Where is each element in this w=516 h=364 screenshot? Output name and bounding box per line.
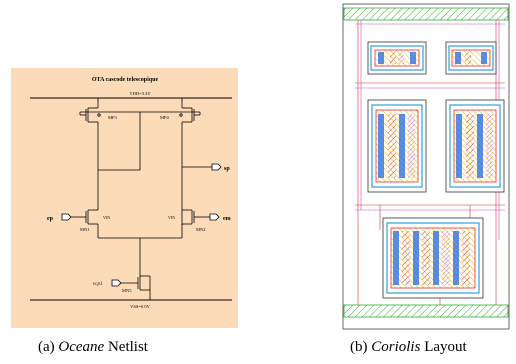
- pin-ep: [61, 213, 72, 221]
- vin-left-label: VIN: [103, 215, 110, 220]
- mp3-label: MP3: [108, 115, 118, 120]
- layout-block-mn5: [382, 217, 484, 299]
- caption-left: (a) Oceane Netlist: [38, 339, 148, 356]
- netlist-schematic: OTA cascode telescopique VDD=3.3V MP3: [11, 68, 238, 328]
- layout-block-mp3: [367, 41, 427, 75]
- pin-em: [209, 213, 220, 221]
- mn5-label: MN5: [122, 288, 132, 293]
- layout-block-mp4: [445, 41, 497, 75]
- mn1-label: MN1: [80, 227, 90, 232]
- pin-vcp: [111, 279, 122, 287]
- caption-right: (b) Coriolis Layout: [350, 339, 467, 356]
- mn2-transistor: [181, 209, 210, 238]
- pin-ep-label: ep: [47, 216, 54, 222]
- vin-right-label: VIN: [168, 215, 175, 220]
- top-power-rail: [343, 7, 509, 21]
- caption-right-suffix: Layout: [424, 339, 467, 355]
- mn5-transistor: [120, 275, 151, 300]
- caption-left-prefix: (a): [38, 339, 55, 355]
- caption-left-suffix: Netlist: [107, 339, 148, 355]
- layout-block-mn1: [367, 99, 427, 193]
- mp4-transistor: [179, 98, 200, 225]
- caption-left-name: Oceane: [58, 339, 105, 355]
- layout-view: [342, 3, 510, 330]
- pin-sp-label: sp: [224, 166, 230, 172]
- pmos-gate-bias: [79, 111, 201, 171]
- bottom-power-rail: [343, 304, 509, 318]
- mp4-label: MP4: [160, 115, 170, 120]
- vdd-label: VDD=3.3V: [129, 91, 151, 96]
- mn1-transistor: [70, 170, 99, 238]
- pin-em-label: em: [223, 216, 231, 222]
- netlist-title: OTA cascode telescopique: [92, 77, 159, 83]
- vss-label: VSS=0.0V: [130, 304, 150, 309]
- mp3-transistor: [80, 98, 101, 170]
- caption-right-prefix: (b): [350, 339, 368, 355]
- layout-block-mn2: [445, 99, 505, 193]
- caption-right-name: Coriolis: [371, 339, 421, 355]
- pin-vcp-label: vcp1: [93, 282, 102, 287]
- output-node: [182, 163, 222, 171]
- mn2-label: MN2: [196, 227, 206, 232]
- tail-node: [98, 237, 182, 276]
- netlist-background: [11, 68, 238, 328]
